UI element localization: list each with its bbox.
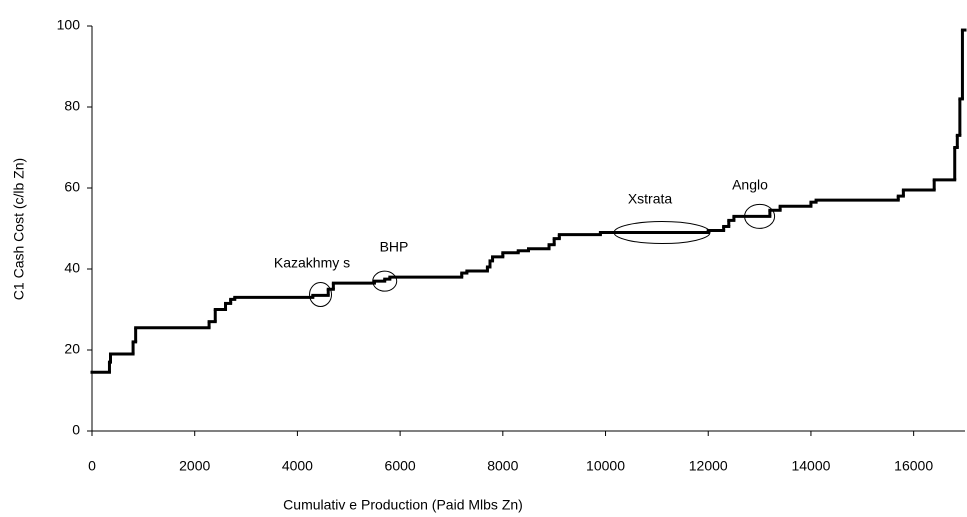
- y-tick-label: 0: [72, 422, 80, 438]
- annotation-ellipse: [613, 221, 711, 245]
- y-tick-label: 40: [64, 260, 80, 276]
- x-tick-label: 8000: [487, 458, 518, 474]
- x-tick-label: 12000: [689, 458, 728, 474]
- annotation-label: Xstrata: [628, 191, 673, 207]
- annotation-label: Kazakhmy s: [274, 255, 350, 271]
- x-tick-label: 16000: [894, 458, 933, 474]
- x-axis-label: Cumulativ e Production (Paid Mlbs Zn): [283, 497, 523, 513]
- y-tick-label: 20: [64, 341, 80, 357]
- annotation-label: BHP: [380, 239, 409, 255]
- y-tick-label: 80: [64, 98, 80, 114]
- x-tick-label: 0: [88, 458, 96, 474]
- x-tick-label: 2000: [179, 458, 210, 474]
- x-tick-label: 4000: [282, 458, 313, 474]
- x-tick-label: 14000: [791, 458, 830, 474]
- y-tick-label: 60: [64, 179, 80, 195]
- annotation-label: Anglo: [732, 177, 768, 193]
- y-axis-label: C1 Cash Cost (c/lb Zn): [11, 158, 27, 300]
- x-tick-label: 6000: [385, 458, 416, 474]
- annotation-ellipse: [372, 270, 398, 292]
- y-tick-label: 100: [57, 17, 81, 33]
- annotation-ellipse: [309, 282, 333, 308]
- annotation-ellipse: [744, 203, 776, 229]
- x-tick-label: 10000: [586, 458, 625, 474]
